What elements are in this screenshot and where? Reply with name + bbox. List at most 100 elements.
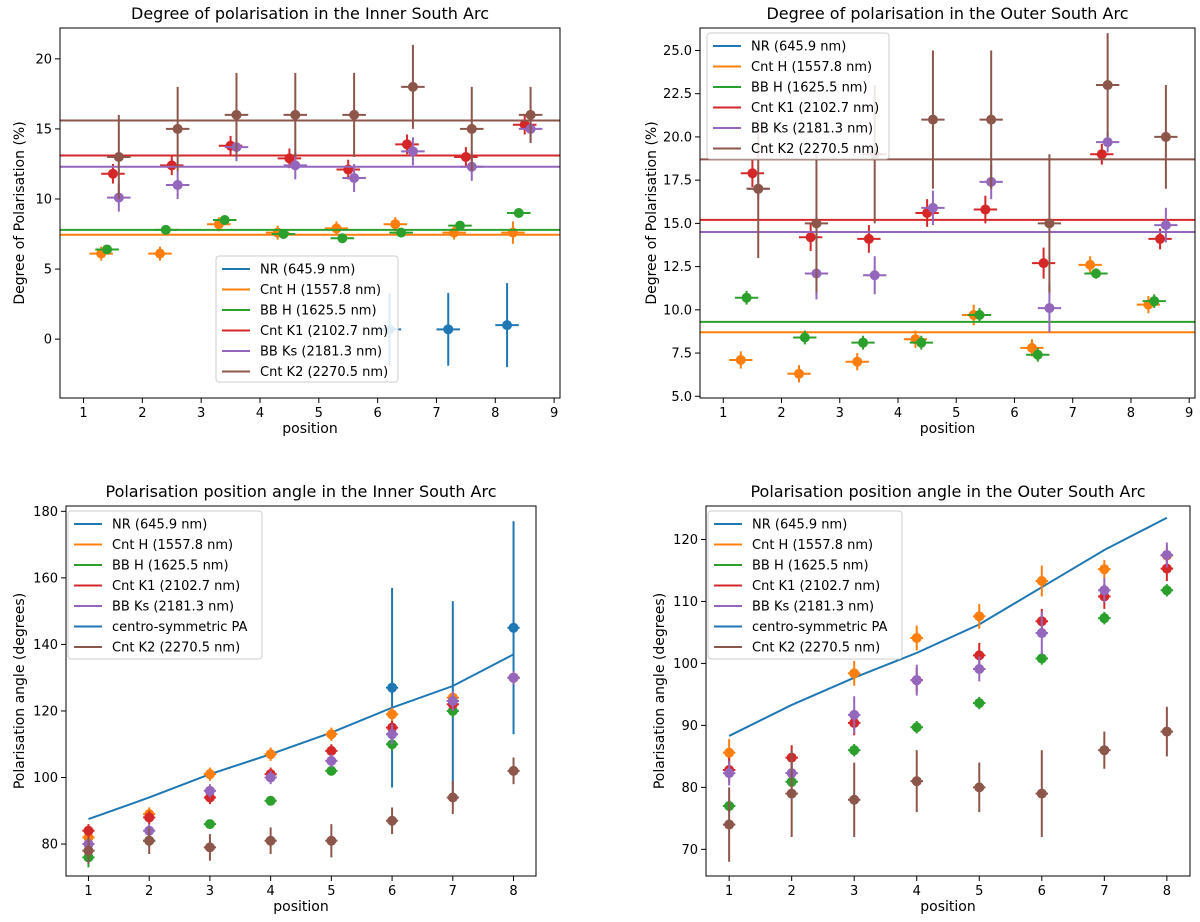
legend-box [707, 510, 903, 660]
data-point [290, 109, 301, 120]
axes-frame [699, 27, 1196, 399]
legend-label: Cnt H (1557.8 nm) [112, 538, 233, 553]
plot-area [700, 33, 1195, 383]
x-tick-label: 6 [1010, 406, 1018, 421]
x-axis-label: position [920, 899, 975, 915]
y-tick-label: 22.5 [663, 87, 692, 102]
y-tick-label: 15 [35, 122, 52, 137]
legend-box [215, 255, 399, 383]
data-point [447, 792, 458, 803]
y-axis-label: Degree of Polarisation (%) [644, 121, 660, 304]
data-point [204, 785, 215, 796]
data-point [1160, 220, 1171, 231]
series-cnt-3 [60, 114, 560, 184]
legend-label: Cnt K2 (2270.5 nm) [112, 641, 240, 656]
data-point [1044, 303, 1055, 314]
x-tick-label: 1 [84, 884, 92, 899]
data-point [290, 160, 301, 171]
legend-item: NR (645.9 nm) [222, 263, 355, 278]
data-point [204, 819, 215, 830]
data-point [747, 168, 758, 179]
data-point [407, 146, 418, 157]
data-point [265, 749, 276, 760]
legend-item: Cnt K2 (2270.5 nm) [713, 142, 879, 157]
y-tick-label: 100 [673, 657, 698, 672]
x-tick-label: 7 [1069, 406, 1077, 421]
data-point [1099, 613, 1110, 624]
legend-item: BB Ks (2181.3 nm) [222, 345, 382, 360]
y-tick-label: 80 [41, 838, 58, 853]
data-point [102, 244, 113, 255]
data-point [390, 219, 401, 230]
legend-label: centro-symmetric PA [112, 620, 248, 635]
series-bb-5 [82, 671, 520, 851]
legend-item: BB H (1625.5 nm) [74, 559, 229, 574]
data-point [204, 842, 215, 853]
data-point [508, 622, 519, 633]
data-point [1036, 653, 1047, 664]
data-point [443, 324, 454, 335]
data-point [974, 310, 985, 321]
y-tick-label: 90 [681, 719, 698, 734]
data-point [753, 183, 764, 194]
x-tick-label: 8 [509, 884, 517, 899]
x-tick-label: 7 [449, 884, 457, 899]
data-point [155, 248, 165, 259]
centro-symmetric-line [88, 653, 514, 821]
data-point [1161, 585, 1172, 596]
data-point [387, 682, 398, 693]
series-bb-2 [700, 268, 1195, 362]
x-tick-label: 5 [315, 406, 323, 421]
y-tick-label: 70 [681, 843, 698, 858]
data-point [455, 220, 465, 231]
data-point [396, 227, 407, 238]
data-point [466, 123, 477, 134]
chart-panel-4: Polarisation position angle in the Outer… [652, 482, 1191, 915]
x-tick-label: 3 [850, 884, 858, 899]
x-tick-label: 1 [79, 406, 87, 421]
y-tick-label: 15.0 [663, 217, 692, 232]
data-point [107, 168, 118, 179]
data-point [794, 368, 804, 379]
legend-box [706, 32, 890, 160]
y-tick-label: 100 [33, 771, 58, 786]
data-point [331, 223, 342, 234]
legend-label: centro-symmetric PA [752, 620, 888, 635]
y-tick-label: 120 [673, 533, 698, 548]
data-point [83, 825, 94, 836]
x-tick-label: 2 [145, 884, 153, 899]
data-point [1099, 564, 1110, 575]
data-point [849, 709, 860, 720]
x-tick-label: 4 [256, 406, 264, 421]
data-point [1044, 218, 1055, 229]
legend-item: Cnt K1 (2102.7 nm) [222, 324, 388, 339]
data-point [1161, 726, 1172, 737]
data-point [1026, 342, 1037, 353]
legend-item: centro-symmetric PA [714, 620, 888, 635]
x-tick-label: 4 [913, 884, 921, 899]
chart-title: Degree of polarisation in the Outer Sout… [766, 4, 1128, 23]
legend-label: Cnt K2 (2270.5 nm) [751, 142, 879, 157]
data-point [974, 782, 985, 793]
data-point [1032, 349, 1043, 360]
data-point [172, 179, 183, 190]
x-tick-label: 4 [266, 884, 274, 899]
x-tick-label: 8 [1163, 884, 1171, 899]
y-tick-label: 180 [33, 505, 58, 520]
y-tick-label: 7.5 [671, 347, 692, 362]
data-point [166, 160, 177, 171]
plot-area [82, 521, 520, 868]
data-point [786, 788, 797, 799]
legend-item: centro-symmetric PA [74, 620, 248, 635]
data-point [1160, 131, 1171, 142]
data-point [1161, 563, 1172, 574]
legend-label: NR (645.9 nm) [751, 40, 846, 55]
data-point [1149, 296, 1160, 307]
x-tick-label: 3 [206, 884, 214, 899]
legend-item: BB H (1625.5 nm) [222, 304, 377, 319]
data-point [337, 233, 348, 244]
x-tick-label: 8 [491, 406, 499, 421]
series-cnt-1 [60, 217, 560, 261]
x-axis-label: position [273, 899, 328, 915]
